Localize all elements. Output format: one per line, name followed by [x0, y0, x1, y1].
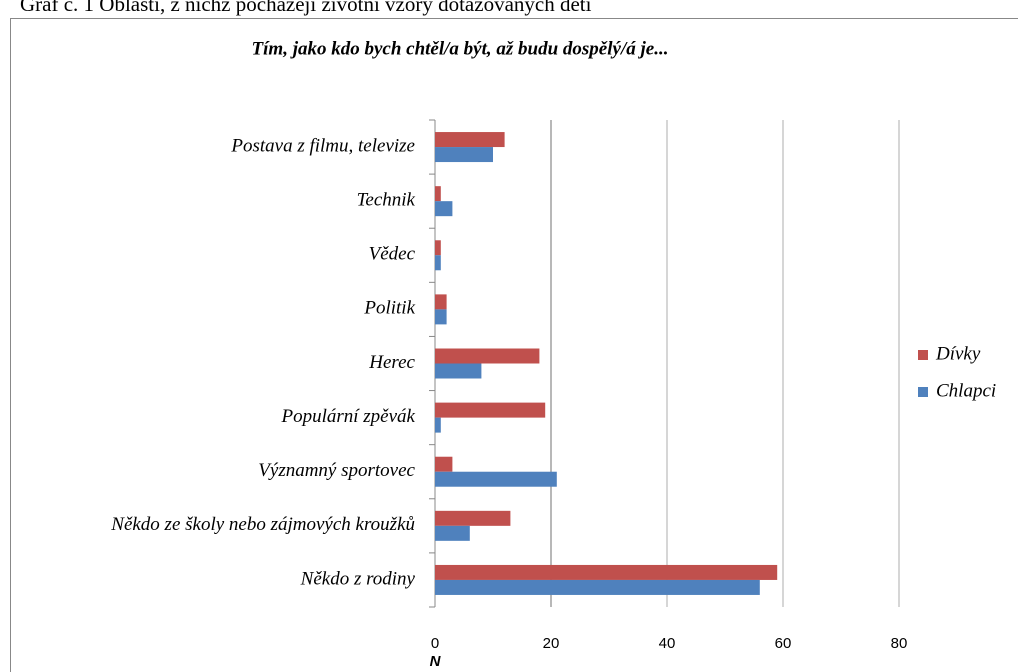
bar: [435, 402, 546, 418]
x-tick-label: 60: [775, 635, 792, 652]
x-tick-label: 0: [431, 635, 439, 652]
y-tick-label: Politik: [363, 298, 415, 319]
bar: [435, 255, 441, 271]
bar: [435, 201, 453, 217]
chart-border: [10, 18, 1018, 672]
bar: [435, 132, 505, 148]
bar: [435, 147, 493, 163]
y-tick-label: Populární zpěvák: [280, 406, 415, 427]
bar: [435, 294, 447, 310]
legend-swatch: [918, 350, 928, 360]
bar: [435, 348, 540, 364]
bar: [435, 456, 453, 472]
y-tick-label: Vědec: [369, 244, 416, 265]
bar: [435, 510, 511, 526]
bar: [435, 309, 447, 325]
legend-label: Dívky: [935, 343, 981, 364]
y-tick-label: Někdo z rodiny: [300, 568, 416, 589]
legend-swatch: [918, 387, 928, 397]
bar: [435, 186, 441, 202]
x-tick-label: 20: [543, 635, 560, 652]
caption: Graf č. 1 Oblasti, z nichž pocházejí živ…: [20, 0, 592, 16]
bar: [435, 417, 441, 433]
x-axis-label: N: [430, 653, 442, 670]
y-tick-label: Významný sportovec: [258, 460, 415, 481]
bar: [435, 240, 441, 256]
y-tick-label: Někdo ze školy nebo zájmových kroužků: [110, 514, 415, 535]
chart-title: Tím, jako kdo bych chtěl/a být, až budu …: [252, 38, 669, 59]
bar: [435, 363, 482, 379]
y-tick-label: Postava z filmu, televize: [230, 135, 415, 156]
y-tick-label: Technik: [357, 190, 416, 211]
bar: [435, 525, 470, 541]
y-tick-label: Herec: [368, 352, 415, 373]
legend-label: Chlapci: [936, 380, 996, 401]
bar: [435, 579, 760, 595]
bar: [435, 564, 778, 580]
x-tick-label: 40: [659, 635, 676, 652]
x-tick-label: 80: [891, 635, 908, 652]
bar: [435, 471, 557, 487]
